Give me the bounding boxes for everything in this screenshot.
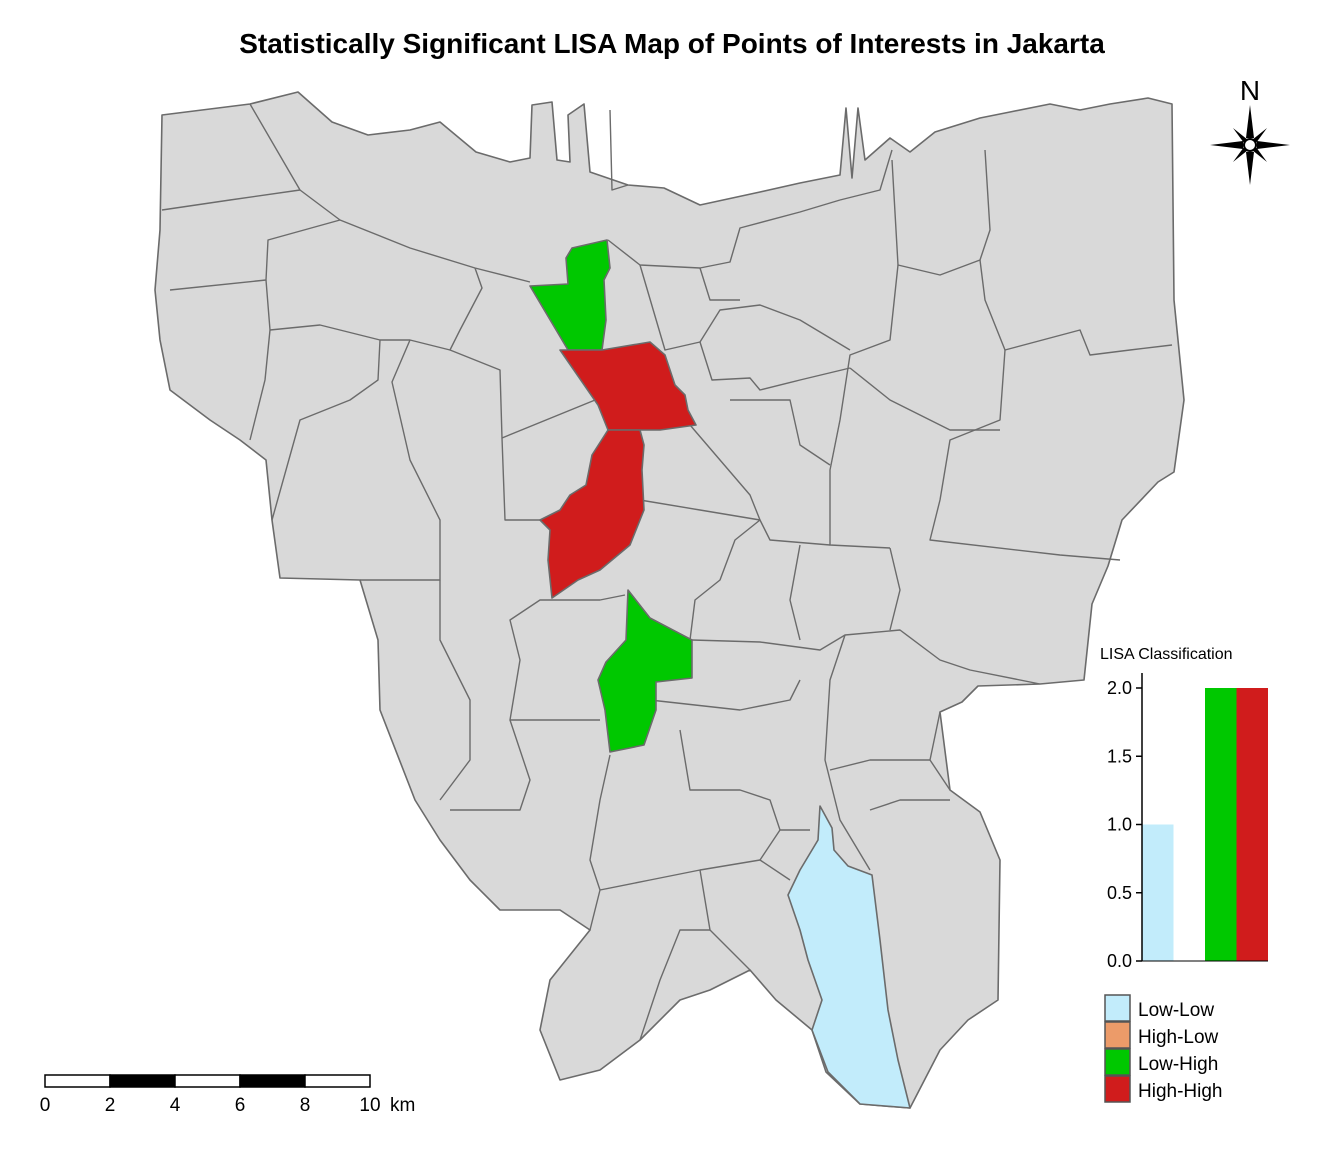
scale-tick-10: 10 xyxy=(359,1095,380,1116)
histogram-bar-high-high xyxy=(1236,688,1268,961)
low-low-district-southeast xyxy=(787,805,911,1109)
legend-swatch-low-low xyxy=(1104,994,1131,1022)
scale-tick-4: 4 xyxy=(170,1095,181,1116)
north-arrow: N xyxy=(1210,75,1290,185)
scale-tick-8: 8 xyxy=(300,1095,311,1116)
legend-swatch-high-low xyxy=(1104,1021,1131,1049)
histogram-bars xyxy=(1142,688,1268,961)
histogram-tick-label: 0.5 xyxy=(1107,883,1132,903)
histogram-tick-label: 1.5 xyxy=(1107,746,1132,766)
legend-label-low-high: Low-High xyxy=(1138,1054,1218,1075)
district-boundaries xyxy=(161,103,1173,1041)
map-title: Statistically Significant LISA Map of Po… xyxy=(239,28,1105,59)
low-high-district-south xyxy=(597,589,693,753)
legend-swatches: Low-Low High-Low Low-High High-High xyxy=(1104,994,1222,1103)
north-arrow-label: N xyxy=(1240,75,1260,106)
legend-label-high-low: High-Low xyxy=(1138,1027,1219,1048)
compass-rose-icon xyxy=(1210,105,1290,185)
high-high-district-central xyxy=(539,429,645,599)
scale-tick-0: 0 xyxy=(40,1095,51,1116)
histogram-y-axis xyxy=(1141,673,1268,962)
legend-label-high-high: High-High xyxy=(1138,1081,1222,1102)
scale-tick-6: 6 xyxy=(235,1095,246,1116)
legend-swatch-high-high xyxy=(1104,1075,1131,1103)
legend-label-low-low: Low-Low xyxy=(1138,1000,1214,1021)
scale-tick-2: 2 xyxy=(105,1095,116,1116)
scale-unit: km xyxy=(390,1095,415,1116)
histogram-bar-low-low xyxy=(1142,824,1174,961)
histogram-tick-label: 1.0 xyxy=(1107,815,1132,835)
legend-title: LISA Classification xyxy=(1100,646,1233,663)
scale-bar: 0 2 4 6 8 10 km xyxy=(40,1074,415,1116)
legend-histogram: LISA Classification 0.0 0.5 1.0 1.5 2.0 xyxy=(1100,646,1268,971)
legend-swatch-low-high xyxy=(1104,1048,1131,1076)
jakarta-outline xyxy=(154,91,1185,1109)
histogram-tick-label: 0.0 xyxy=(1107,951,1132,971)
histogram-ticks: 0.0 0.5 1.0 1.5 2.0 xyxy=(1107,678,1142,971)
histogram-tick-label: 2.0 xyxy=(1107,678,1132,698)
high-high-district-north xyxy=(559,341,697,431)
histogram-bar-low-high xyxy=(1205,688,1237,961)
